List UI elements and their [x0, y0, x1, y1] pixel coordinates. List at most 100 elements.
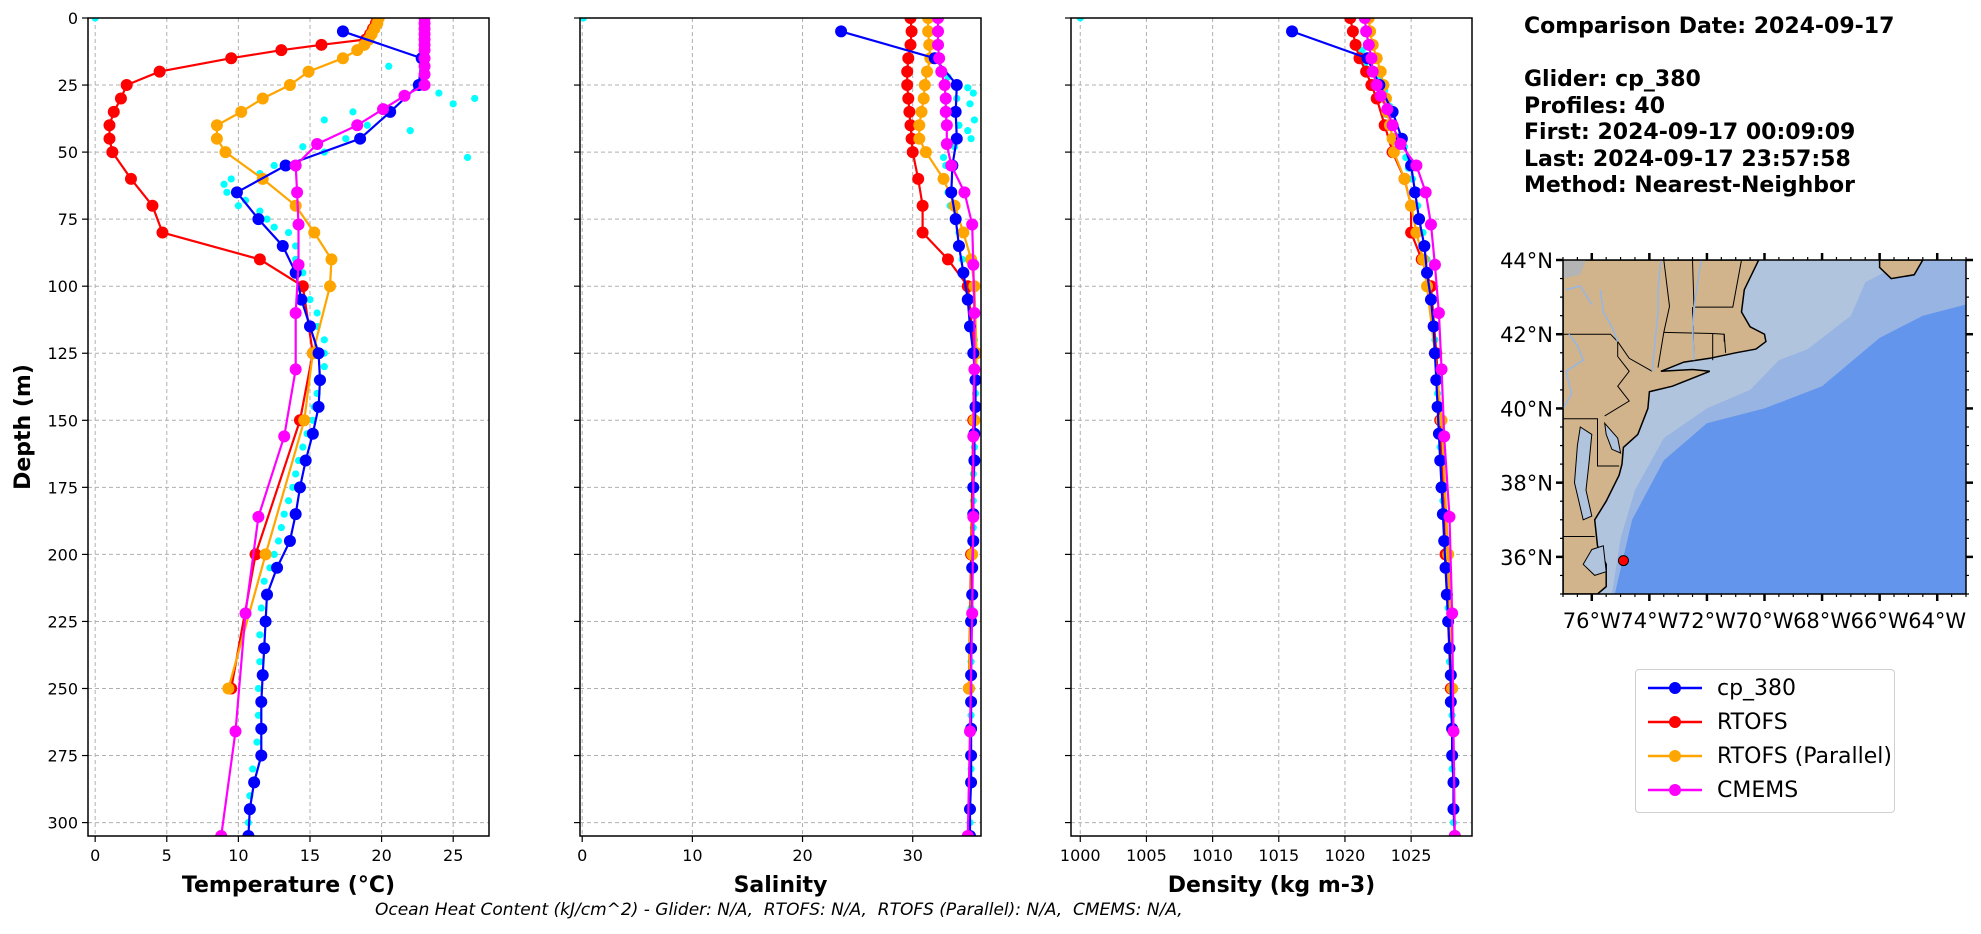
scatter-point	[580, 18, 587, 22]
x-tick-label: 20	[792, 846, 812, 865]
scatter-point	[435, 89, 443, 97]
density-panel: 1000 1005 1010 1015 1020 1025 Density (kg m-3)	[1060, 17, 1473, 898]
scatter-point	[939, 153, 948, 162]
x-axis-label: Density (kg m-3)	[1168, 873, 1376, 898]
series-point	[901, 65, 914, 78]
spacer	[1524, 41, 1894, 68]
series-point	[913, 119, 926, 132]
first-time: First: 2024-09-17 00:09:09	[1524, 120, 1856, 145]
series-point	[902, 52, 915, 65]
series-point	[932, 25, 945, 38]
series-point	[354, 132, 367, 145]
series-point	[904, 119, 917, 132]
legend-item-glider: cp_380	[1646, 672, 1796, 704]
series-point	[966, 607, 979, 620]
series-point	[255, 749, 268, 762]
series-point	[243, 803, 256, 816]
x-tick-label: 1000	[1060, 846, 1101, 865]
series-point	[1424, 218, 1437, 231]
map-y-tick-label: 38°N	[1500, 472, 1553, 496]
series-point	[1374, 89, 1387, 102]
scatter-point	[220, 180, 228, 188]
series-point	[965, 776, 978, 789]
method: Method: Nearest-Neighbor	[1524, 173, 1855, 198]
series-point	[1435, 363, 1448, 376]
x-tick-label: 0	[90, 846, 100, 865]
x-axis-label: Temperature (°C)	[182, 873, 395, 898]
legend-label: CMEMS	[1717, 777, 1799, 803]
scatter-point	[313, 309, 321, 317]
profile-count: Profiles: 40	[1524, 93, 1666, 119]
x-tick-label: 20	[371, 846, 391, 865]
legend-item-cmems: CMEMS	[1646, 774, 1798, 806]
series-point	[835, 25, 848, 38]
series-point	[336, 25, 349, 38]
series-point	[1446, 749, 1459, 762]
river	[1651, 260, 1662, 372]
scatter-point	[964, 84, 972, 92]
legend-label: cp_380	[1717, 675, 1797, 701]
series-point	[312, 347, 325, 360]
series-point	[967, 430, 980, 443]
legend-item-rtofs-parallel: RTOFS (Parallel)	[1646, 740, 1892, 772]
state-border	[1692, 260, 1742, 308]
scatter-point	[471, 94, 479, 103]
scatter-point	[449, 100, 457, 108]
series-point	[418, 68, 431, 81]
series-point	[242, 830, 255, 836]
info-block: Comparison Date: 2024-09-17 Glider: cp_3…	[1524, 14, 1894, 200]
scatter-point	[299, 143, 307, 151]
series-point	[351, 119, 364, 132]
series-point	[219, 146, 232, 159]
series-point	[937, 172, 950, 185]
map-y-tick-label: 42°N	[1500, 323, 1553, 347]
glider-location-marker	[1617, 555, 1629, 567]
map-x-tick-label: 64°W	[1908, 609, 1966, 633]
series-point	[103, 132, 116, 145]
axes-frame	[579, 17, 982, 837]
scatter-point	[280, 510, 288, 518]
series-point	[256, 669, 269, 682]
series-line-cmems	[220, 18, 426, 836]
series-point	[1447, 725, 1460, 738]
series-point	[1443, 642, 1456, 655]
series-point	[298, 414, 311, 427]
scatter-point	[223, 188, 231, 196]
series-point	[1410, 159, 1423, 172]
series-point	[901, 79, 914, 92]
series-point	[1418, 239, 1431, 252]
series-point	[278, 430, 291, 443]
series-point	[957, 266, 970, 279]
map-panel: 76°W 74°W 72°W 70°W 68°W 66°W 64°W 44°N 42°N 40°N…	[1500, 249, 1973, 633]
series-point	[289, 307, 302, 320]
series-point	[210, 119, 223, 132]
series-point	[377, 103, 390, 116]
series-point	[255, 722, 268, 735]
series-point	[302, 65, 315, 78]
series-point	[1387, 146, 1400, 159]
scatter-point	[254, 684, 263, 693]
series-point	[215, 830, 228, 836]
series-point	[905, 25, 918, 38]
last-time: Last: 2024-09-17 23:57:58	[1524, 146, 1851, 172]
scatter-point	[257, 604, 265, 612]
series-point	[1405, 199, 1418, 212]
series-point	[292, 218, 305, 231]
series-point	[939, 92, 952, 105]
series-point	[935, 65, 948, 78]
series-point	[916, 226, 929, 239]
series-point	[945, 159, 958, 172]
series-point	[289, 363, 302, 376]
series-point	[275, 44, 288, 57]
series-point	[299, 454, 312, 467]
series-point	[1286, 25, 1299, 38]
series-point	[921, 65, 934, 78]
axes-frame	[1070, 17, 1473, 837]
y-tick-label: 25	[58, 76, 78, 95]
scatter-point	[256, 658, 264, 666]
series-point	[308, 226, 321, 239]
series-point	[230, 186, 243, 199]
series-point	[958, 186, 971, 199]
legend-label: RTOFS (Parallel)	[1717, 743, 1892, 769]
series-point	[1440, 588, 1453, 601]
